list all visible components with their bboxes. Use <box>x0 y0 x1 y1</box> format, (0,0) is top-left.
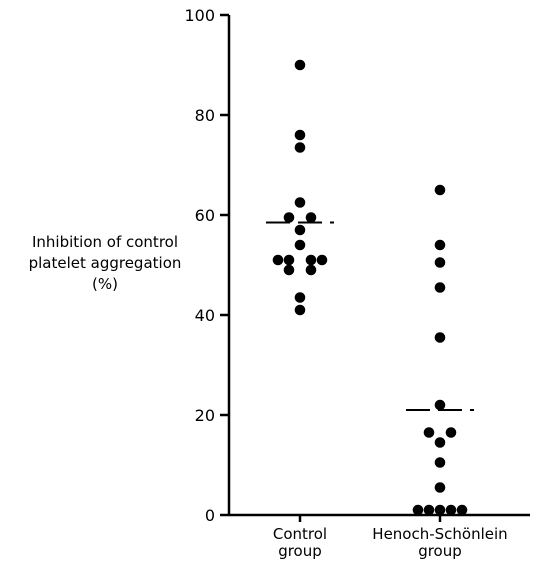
data-point <box>412 504 424 516</box>
data-point <box>434 437 446 448</box>
data-point <box>445 427 457 438</box>
y-tick-label: 80 <box>195 106 215 125</box>
data-point <box>434 282 446 293</box>
data-point <box>294 142 306 153</box>
mean-lines <box>266 221 474 411</box>
data-point <box>283 264 295 276</box>
data-point <box>305 264 317 276</box>
data-point <box>434 239 446 251</box>
data-point <box>456 504 468 516</box>
y-tick-label: 60 <box>195 206 215 225</box>
data-point <box>283 212 295 223</box>
data-point <box>434 399 446 411</box>
data-point <box>305 254 317 266</box>
y-ticks: 0 20 40 60 80 100 <box>184 6 229 525</box>
data-point <box>423 427 435 438</box>
y-tick-label: 40 <box>195 306 215 325</box>
data-points <box>272 59 468 516</box>
y-tick-label: 100 <box>184 6 215 25</box>
y-axis-label-line-1: Inhibition of control <box>32 233 178 251</box>
data-point <box>294 129 306 141</box>
category-label: group <box>418 542 462 560</box>
data-point <box>434 504 446 516</box>
data-point <box>316 254 328 266</box>
data-point <box>272 254 284 266</box>
data-point <box>283 254 295 266</box>
y-tick-label: 0 <box>205 506 215 525</box>
data-point <box>294 292 306 303</box>
y-axis-label-line-3: (%) <box>92 275 118 293</box>
category-label: Henoch-Schönlein <box>372 525 507 543</box>
category-label: group <box>278 542 322 560</box>
data-point <box>434 332 446 343</box>
data-point <box>294 197 306 208</box>
data-point <box>294 304 306 316</box>
data-point <box>434 184 446 196</box>
data-point <box>294 239 306 251</box>
data-point <box>434 482 446 493</box>
data-point <box>434 457 446 468</box>
data-point <box>294 224 306 236</box>
y-axis-label-line-2: platelet aggregation <box>29 254 182 272</box>
data-point <box>445 504 457 516</box>
category-label: Control <box>273 525 327 543</box>
y-tick-label: 20 <box>195 406 215 425</box>
data-point <box>423 504 435 516</box>
data-point <box>434 257 446 268</box>
data-point <box>305 212 317 223</box>
data-point <box>294 59 306 71</box>
